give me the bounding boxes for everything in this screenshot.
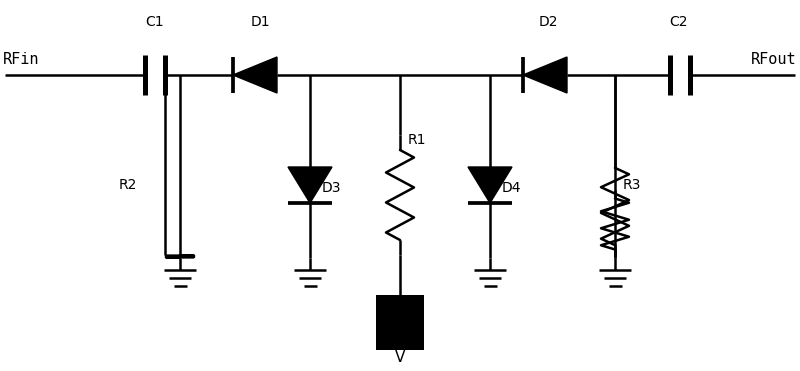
Text: D1: D1 (250, 15, 270, 29)
Text: R2: R2 (118, 178, 137, 192)
Text: D2: D2 (538, 15, 558, 29)
Bar (376, 295, 424, 350)
Text: RFin: RFin (3, 53, 39, 68)
Text: D4: D4 (502, 181, 522, 195)
Text: D3: D3 (322, 181, 342, 195)
Text: R1: R1 (408, 133, 426, 147)
Polygon shape (468, 167, 512, 203)
Text: V: V (395, 351, 405, 365)
Polygon shape (288, 167, 332, 203)
Text: R3: R3 (623, 178, 642, 192)
Polygon shape (523, 57, 567, 93)
Polygon shape (233, 57, 277, 93)
Text: RFout: RFout (751, 53, 797, 68)
Text: C1: C1 (146, 15, 164, 29)
Text: C2: C2 (669, 15, 687, 29)
